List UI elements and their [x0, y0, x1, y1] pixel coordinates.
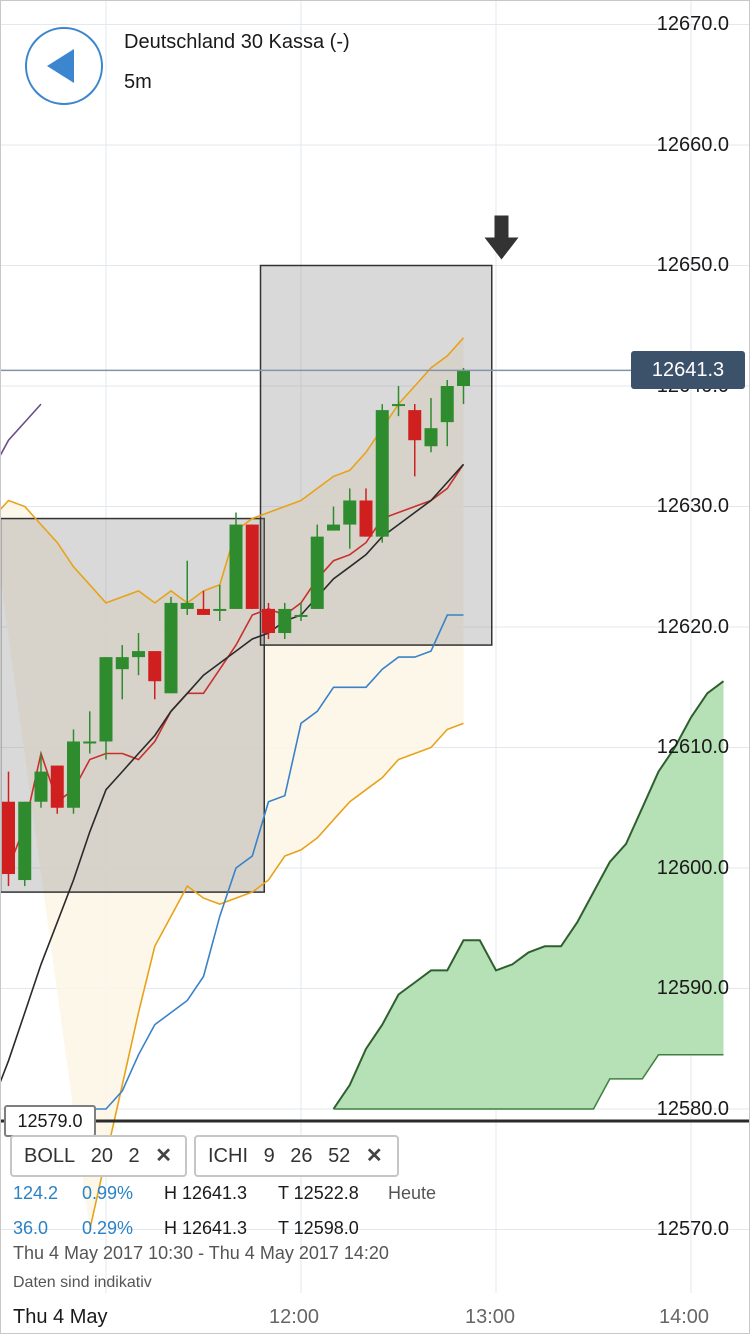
change-points: 124.2	[13, 1183, 59, 1203]
date-label: Thu 4 May	[13, 1306, 108, 1328]
candle-body	[343, 500, 357, 525]
price-tick: 12580.0	[656, 1097, 729, 1120]
candle-body	[99, 657, 113, 742]
disclaimer: Daten sind indikativ	[13, 1274, 152, 1291]
candle-body	[164, 602, 178, 694]
price-tick: 12610.0	[656, 736, 729, 758]
candle-body	[83, 741, 97, 744]
ichi-chikou-line	[1, 403, 42, 456]
boll-dev: 2	[128, 1145, 140, 1167]
range-low-value: T 12598.0	[278, 1218, 359, 1238]
candle-body	[327, 524, 340, 531]
candlesticks	[2, 367, 470, 887]
candle-body	[359, 500, 373, 537]
high-value: H 12641.3	[164, 1183, 248, 1203]
ichi-p1: 9	[263, 1145, 275, 1167]
candle-body	[440, 386, 454, 423]
senkou-b-line	[333, 1054, 724, 1110]
period-label: Heute	[388, 1183, 437, 1203]
range-high-value: H 12641.3	[164, 1218, 248, 1238]
boll-period: 20	[90, 1145, 113, 1167]
candle-body	[278, 608, 292, 634]
price-levels	[1, 369, 749, 1123]
candle-body	[375, 410, 389, 537]
boll-lower-line	[89, 722, 464, 1230]
range-change-points: 36.0	[13, 1218, 49, 1238]
ichi-indicator-chip[interactable]: ICHI 9 26 52 ✕	[194, 1135, 399, 1177]
candle-body	[148, 651, 162, 682]
bollinger-band-fill	[1, 337, 464, 1230]
time-tick: 14:00	[659, 1306, 710, 1328]
boll-name: BOLL	[24, 1145, 76, 1167]
ichimoku-cloud	[332, 680, 725, 1110]
change-percent: 0.99%	[82, 1183, 134, 1203]
price-tick: 12660.0	[656, 133, 729, 156]
candle-body	[180, 602, 194, 609]
candle-body	[408, 410, 422, 441]
price-tick: 12670.0	[656, 13, 729, 35]
level-price-tag[interactable]: 12579.0	[4, 1105, 96, 1137]
current-price-tag: 12641.3	[631, 351, 745, 389]
candle-body	[132, 651, 145, 658]
candle-body	[262, 608, 275, 634]
down-arrow-icon	[484, 215, 519, 260]
price-tick: 12650.0	[656, 254, 729, 276]
candle-body	[2, 801, 15, 875]
candle-body	[34, 771, 48, 802]
boll-indicator-chip[interactable]: BOLL 20 2 ✕	[10, 1135, 187, 1177]
price-tick: 12630.0	[656, 495, 729, 517]
ichi-tenkan-line	[89, 614, 464, 1110]
highlight-box	[1, 517, 265, 893]
cloud-area	[333, 681, 724, 1109]
candle-body	[392, 404, 405, 407]
back-arrow-icon	[47, 49, 74, 83]
time-tick: 12:00	[269, 1306, 320, 1328]
ichi-name: ICHI	[208, 1145, 248, 1167]
candle-body	[424, 428, 438, 447]
candle-body	[310, 536, 324, 609]
ichi-p3: 52	[328, 1145, 351, 1167]
price-tick: 12620.0	[656, 615, 729, 638]
down-arrow-shape	[484, 215, 519, 260]
close-icon[interactable]: ✕	[365, 1145, 383, 1167]
candle-body	[457, 370, 470, 386]
candle-body	[67, 741, 80, 808]
range-change-percent: 0.29%	[82, 1218, 134, 1238]
candle-body	[245, 524, 259, 609]
price-tick: 12600.0	[656, 856, 729, 879]
candle-body	[50, 765, 64, 808]
ichi-p2: 26	[290, 1145, 313, 1167]
date-range: Thu 4 May 2017 10:30 - Thu 4 May 2017 14…	[13, 1243, 389, 1263]
interval-label[interactable]: 5m	[124, 71, 152, 93]
price-tick: 12570.0	[656, 1218, 729, 1240]
senkou-a-line	[332, 680, 725, 1110]
candle-body	[18, 801, 32, 881]
candle-body	[115, 657, 129, 670]
price-tick: 12590.0	[656, 977, 729, 999]
time-tick: 13:00	[465, 1306, 516, 1328]
candle-body	[213, 608, 227, 611]
bollinger-bands	[1, 337, 464, 1230]
close-icon[interactable]: ✕	[155, 1145, 172, 1167]
candle-body	[197, 608, 210, 615]
candle-body	[229, 524, 243, 609]
instrument-title: Deutschland 30 Kassa (-)	[124, 31, 350, 53]
low-value: T 12522.8	[278, 1183, 359, 1203]
back-button[interactable]	[25, 27, 103, 105]
candle-body	[294, 614, 308, 617]
